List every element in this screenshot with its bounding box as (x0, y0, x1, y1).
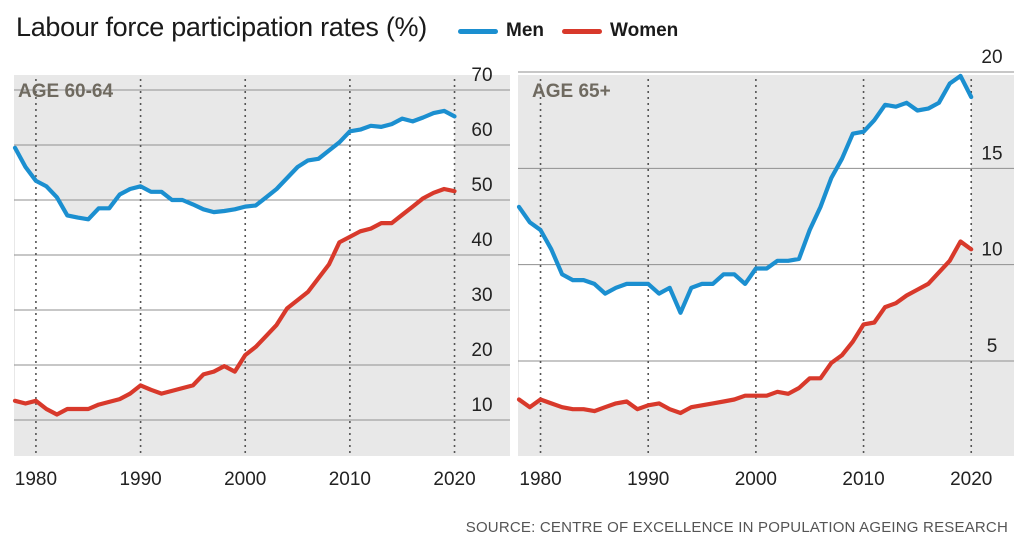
x-tick-label-1980: 1980 (519, 469, 561, 490)
legend-label-women: Women (610, 20, 679, 41)
y-tick-label-20: 20 (981, 47, 1002, 68)
y-tick-label-20: 20 (471, 340, 492, 361)
legend-swatch-women (562, 28, 602, 34)
legend: Men Women (458, 20, 686, 42)
source-note: SOURCE: CENTRE OF EXCELLENCE IN POPULATI… (465, 519, 1008, 536)
x-tick-label-1980: 1980 (15, 469, 57, 490)
x-tick-label-2000: 2000 (224, 469, 266, 490)
series-line-women (12, 186, 457, 417)
y-tick-label-60: 60 (471, 120, 492, 141)
x-tick-label-1990: 1990 (627, 469, 669, 490)
legend-label-men: Men (506, 20, 544, 41)
gap-fill (519, 75, 972, 414)
y-tick-label-10: 10 (981, 240, 1002, 261)
x-tick-label-2020: 2020 (950, 469, 992, 490)
legend-item-women: Women (562, 20, 678, 42)
x-tick-label-1990: 1990 (119, 469, 161, 490)
legend-item-men: Men (458, 20, 544, 42)
y-tick-label-5: 5 (987, 336, 998, 357)
y-tick-label-30: 30 (471, 285, 492, 306)
y-tick-label-10: 10 (471, 395, 492, 416)
panel-title: AGE 60-64 (18, 81, 113, 102)
x-tick-label-2020: 2020 (433, 469, 475, 490)
panel-65plus: AGE 65+ 5 10 15 20 1980 1990 2000 2010 2020 (516, 47, 1014, 490)
y-tick-label-40: 40 (471, 230, 492, 251)
x-tick-label-2000: 2000 (735, 469, 777, 490)
panel-title: AGE 65+ (532, 81, 611, 102)
series-line-men (516, 73, 974, 315)
y-tick-label-50: 50 (471, 175, 492, 196)
y-tick-label-70: 70 (471, 65, 492, 86)
series-line-men (12, 108, 457, 222)
x-tick-label-2010: 2010 (329, 469, 371, 490)
panel-60-64: AGE 60-64 10 20 30 40 50 60 70 1980 1990 2000 2010 2… (12, 65, 510, 490)
legend-swatch-men (458, 28, 498, 34)
y-tick-label-15: 15 (981, 143, 1002, 164)
series-line-women (516, 239, 974, 416)
chart-title: Labour force participation rates (%) (16, 12, 427, 42)
gap-fill (15, 110, 455, 415)
x-tick-label-2010: 2010 (842, 469, 884, 490)
